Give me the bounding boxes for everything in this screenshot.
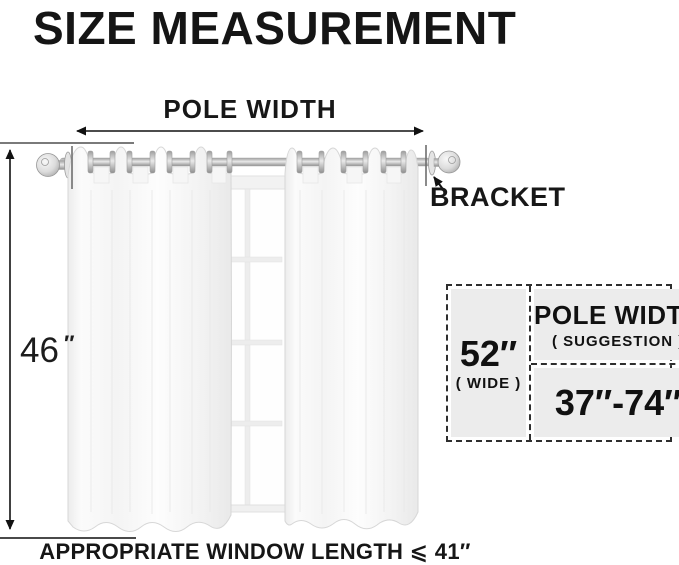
curtain-width-note: ( WIDE ) — [455, 375, 522, 393]
right-curtain-folds — [299, 190, 405, 514]
pole-width-heading: POLE WIDTH — [534, 299, 679, 330]
curtain-height-unit: ″ — [63, 331, 75, 356]
pole-width-note: ( SUGGESTION ) — [551, 332, 679, 350]
left-grommets — [87, 150, 233, 184]
window-length-note: APPROPRIATE WINDOW LENGTH ⩽ 41″ — [39, 539, 471, 564]
pole-range-value: 37″-74″ — [554, 381, 679, 423]
table-cell-pole-range: 37″-74″ — [531, 365, 679, 440]
pole-width-label: POLE WIDTH — [163, 94, 337, 124]
bracket-label: BRACKET — [430, 182, 566, 212]
size-suggestion-table: 52″ ( WIDE ) POLE WIDTH ( SUGGESTION ) 3… — [446, 284, 679, 442]
table-cell-pole-width: POLE WIDTH ( SUGGESTION ) — [531, 286, 679, 365]
right-finial — [428, 150, 461, 176]
curtain-height-label: 46 ″ — [20, 331, 74, 371]
page-title: SIZE MEASUREMENT — [33, 2, 517, 54]
left-curtain-panel — [67, 146, 233, 532]
right-curtain-panel — [284, 147, 419, 530]
table-cell-curtain-width: 52″ ( WIDE ) — [448, 286, 531, 440]
curtain-width-value: 52″ — [459, 332, 518, 374]
curtain-height-value: 46 — [20, 331, 59, 370]
right-grommets — [296, 150, 407, 184]
measurement-marks — [0, 126, 446, 539]
bracket-pointer-arrow — [433, 176, 446, 193]
left-curtain-folds — [90, 190, 211, 514]
left-finial — [36, 151, 72, 179]
